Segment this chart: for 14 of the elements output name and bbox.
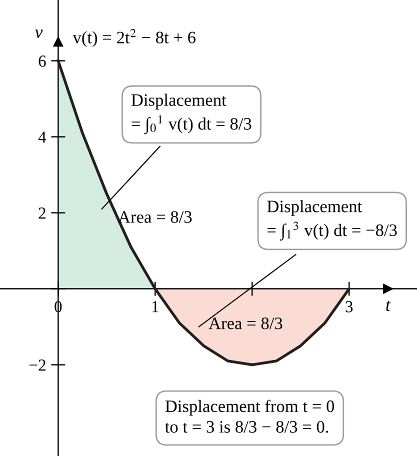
x-axis-title: t — [386, 300, 391, 312]
x-tick-label: 3 — [346, 301, 353, 312]
annotation: Area = 8/3 — [208, 318, 282, 330]
y-tick-label: −2 — [29, 360, 46, 371]
annotation: Area = 8/3 — [118, 211, 192, 223]
y-tick-label: 2 — [38, 208, 46, 219]
annotation: Displacement = ∫$_{1}$$^{3}$ v(t) dt = −8/3 — [267, 200, 397, 241]
text: v(t) = 2t$^{2}$ − 8t + 6 — [72, 28, 196, 47]
annotation: Displacement = ∫$_{0}$$^{1}$ v(t) dt = 8/3 — [131, 94, 252, 134]
x-tick-label: 1 — [152, 301, 158, 312]
y-tick-label: 6 — [38, 56, 46, 67]
y-tick-label: 4 — [38, 132, 46, 143]
annotation: Displacement from t = 0 to t = 3 is 8/3 − 8/3 = 0. — [165, 400, 334, 433]
y-axis-title: v — [35, 30, 43, 38]
